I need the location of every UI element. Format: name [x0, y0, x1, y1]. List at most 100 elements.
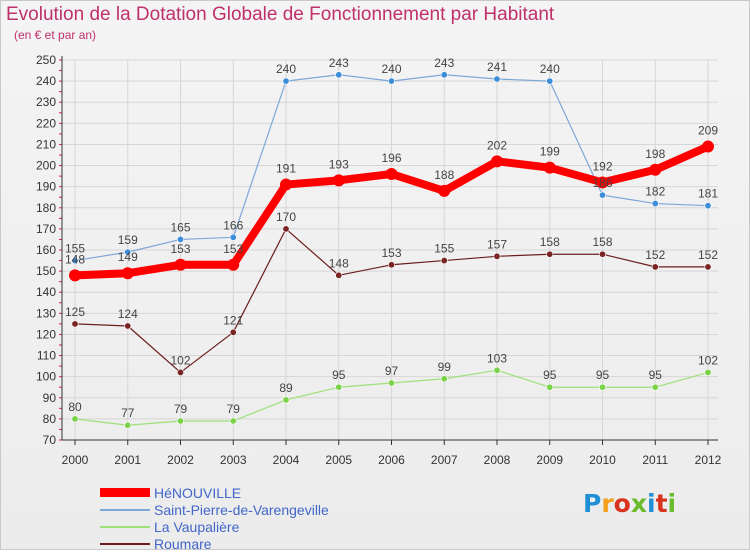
data-label: 152: [698, 248, 718, 262]
data-point: [438, 184, 451, 197]
data-point: [335, 271, 343, 279]
legend-swatch: [100, 542, 150, 545]
legend-label: Saint-Pierre-de-Varengeville: [154, 501, 329, 518]
data-label: 121: [223, 313, 243, 327]
y-tick-label: 110: [37, 349, 56, 363]
y-tick-label: 80: [43, 412, 57, 426]
data-label: 102: [698, 353, 718, 367]
data-label: 170: [276, 210, 296, 224]
data-point: [177, 368, 185, 376]
x-tick-label: 2008: [484, 453, 511, 467]
data-label: 181: [698, 187, 718, 201]
data-label: 159: [118, 233, 138, 247]
data-point: [493, 366, 501, 374]
data-label: 158: [592, 235, 612, 249]
data-point: [546, 383, 554, 391]
data-label: 209: [698, 124, 718, 138]
x-tick-label: 2004: [273, 453, 300, 467]
data-label: 192: [592, 159, 612, 173]
data-label: 155: [434, 242, 454, 256]
x-tick-label: 2006: [378, 453, 405, 467]
data-label: 152: [645, 248, 665, 262]
data-point: [491, 155, 503, 168]
data-label: 102: [170, 353, 190, 367]
data-point: [177, 417, 185, 425]
data-label: 188: [434, 168, 454, 182]
data-label: 191: [276, 162, 296, 176]
data-point: [704, 202, 712, 210]
data-point: [71, 415, 79, 423]
data-point: [543, 161, 556, 174]
data-point: [387, 261, 395, 269]
y-tick-label: 190: [36, 180, 56, 194]
data-point: [598, 191, 606, 199]
grid: [62, 59, 718, 441]
legend-item: La Vaupalière: [100, 518, 329, 535]
data-point: [229, 417, 237, 425]
data-label: 148: [329, 256, 349, 270]
data-label: 157: [487, 237, 507, 251]
data-point: [440, 257, 448, 265]
x-tick-label: 2011: [642, 453, 668, 467]
legend-swatch: [100, 488, 150, 497]
data-point: [493, 75, 501, 83]
data-label: 124: [118, 307, 138, 321]
y-tick-label: 140: [36, 285, 56, 299]
data-point: [332, 174, 345, 187]
legend: HéNOUVILLE Saint-Pierre-de-Varengeville La…: [100, 484, 329, 552]
y-tick-label: 250: [36, 53, 56, 67]
x-tick-label: 2007: [431, 453, 458, 467]
data-label: 241: [487, 60, 507, 74]
data-point: [69, 269, 81, 282]
x-tick-label: 2003: [220, 453, 247, 467]
data-point: [702, 140, 714, 153]
y-tick-label: 100: [36, 370, 56, 384]
data-label: 148: [65, 252, 85, 266]
logo-letter: P: [583, 489, 602, 518]
legend-swatch: [100, 508, 150, 511]
data-label: 97: [385, 364, 399, 378]
data-label: 240: [381, 62, 401, 76]
chart-title: Evolution de la Dotation Globale de Fonc…: [6, 4, 555, 25]
data-point: [71, 257, 79, 265]
data-label: 158: [540, 235, 560, 249]
data-label: 193: [329, 157, 349, 171]
legend-item: HéNOUVILLE: [100, 484, 329, 501]
data-label: 79: [227, 402, 241, 416]
y-tick-label: 70: [43, 433, 57, 447]
data-label: 182: [645, 185, 665, 199]
data-label: 95: [332, 368, 346, 382]
data-point: [649, 163, 662, 176]
axes: 7080901001101201301401501601701801902002…: [36, 53, 722, 467]
legend-label: Roumare: [154, 535, 212, 552]
data-point: [335, 71, 343, 79]
legend-label: La Vaupalière: [154, 518, 240, 535]
data-label: 198: [645, 147, 665, 161]
y-tick-label: 150: [36, 264, 56, 278]
data-point: [121, 267, 134, 280]
y-tick-label: 170: [36, 222, 56, 236]
data-point: [651, 263, 659, 271]
y-tick-label: 130: [36, 306, 56, 320]
data-label: 125: [65, 305, 85, 319]
y-tick-label: 200: [36, 159, 56, 173]
data-label: 202: [487, 138, 507, 152]
data-point: [177, 235, 185, 243]
y-tick-label: 180: [36, 201, 56, 215]
data-label: 80: [68, 400, 82, 414]
data-point: [282, 396, 290, 404]
legend-swatch: [100, 525, 150, 528]
data-point: [387, 379, 395, 387]
data-label: 99: [438, 360, 452, 374]
data-point: [124, 421, 132, 429]
data-label: 95: [649, 368, 663, 382]
data-label: 103: [487, 351, 507, 365]
data-point: [546, 250, 554, 258]
data-label: 95: [543, 368, 557, 382]
data-label: 199: [540, 145, 560, 159]
y-tick-label: 220: [36, 116, 56, 130]
logo-letter: r: [601, 489, 614, 518]
y-tick-label: 230: [36, 95, 56, 109]
y-tick-label: 160: [36, 243, 56, 257]
